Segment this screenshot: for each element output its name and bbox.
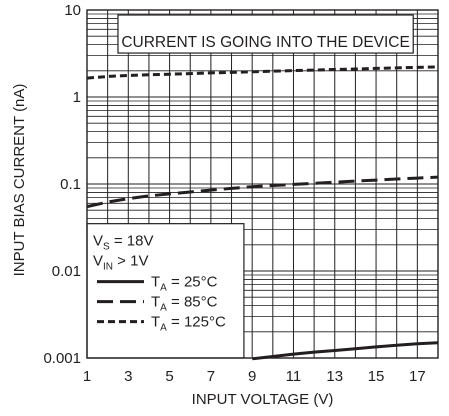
legend-label-sub: A [160, 283, 167, 294]
legend-label-rest: = 125°C [167, 314, 226, 331]
condition-vs: VS = 18V [93, 233, 153, 253]
y-tick-label: 10 [64, 2, 81, 19]
x-tick-label: 13 [326, 368, 343, 385]
y-tick-labels: 10 1 0.1 0.01 0.001 [43, 2, 81, 367]
legend-label-1: TA = 25°C [151, 274, 218, 294]
x-tick-labels: 1 3 5 7 9 11 13 15 17 [83, 368, 426, 385]
legend-label-3: TA = 125°C [151, 314, 226, 334]
annotation-box [117, 14, 414, 54]
legend-label-base: T [151, 274, 160, 291]
x-tick-label: 5 [165, 368, 173, 385]
y-axis-title: INPUT BIAS CURRENT (nA) [11, 84, 28, 277]
x-tick-label: 11 [286, 368, 302, 385]
x-tick-label: 17 [409, 368, 426, 385]
legend-label-sub: A [160, 323, 167, 334]
legend-entries: TA = 25°CTA = 85°CTA = 125°C [97, 274, 226, 334]
series-line-3 [86, 65, 439, 80]
condition-vs-base: V [93, 233, 103, 250]
condition-vs-sub: S [103, 242, 110, 253]
series-line-2 [86, 175, 439, 209]
condition-vin-base: V [93, 253, 103, 270]
y-tick-label: 0.01 [52, 263, 81, 280]
legend-label-rest: = 85°C [167, 294, 218, 311]
x-tick-label: 9 [248, 368, 256, 385]
x-tick-label: 1 [83, 368, 91, 385]
legend-label-2: TA = 85°C [151, 294, 218, 314]
x-axis-title: INPUT VOLTAGE (V) [192, 391, 334, 408]
condition-vin-sub: IN [103, 262, 113, 273]
condition-vin-rest: > 1V [113, 253, 148, 270]
series-lines [86, 65, 439, 361]
legend-box [86, 223, 245, 359]
legend-label-rest: = 25°C [167, 274, 218, 291]
x-tick-label: 7 [207, 368, 215, 385]
plot-frame [86, 9, 439, 359]
grid [86, 10, 439, 359]
condition-vs-rest: = 18V [110, 233, 154, 250]
y-tick-label: 1 [73, 89, 81, 106]
legend-label-base: T [151, 294, 160, 311]
x-tick-label: 3 [124, 368, 132, 385]
x-tick-label: 15 [368, 368, 385, 385]
series-line-1 [252, 341, 439, 361]
annotation-text: CURRENT IS GOING INTO THE DEVICE [121, 34, 410, 51]
y-tick-label: 0.001 [43, 350, 81, 367]
condition-vin: VIN > 1V [93, 253, 148, 273]
legend-label-sub: A [160, 303, 167, 314]
y-tick-label: 0.1 [60, 176, 81, 193]
legend-label-base: T [151, 314, 160, 331]
